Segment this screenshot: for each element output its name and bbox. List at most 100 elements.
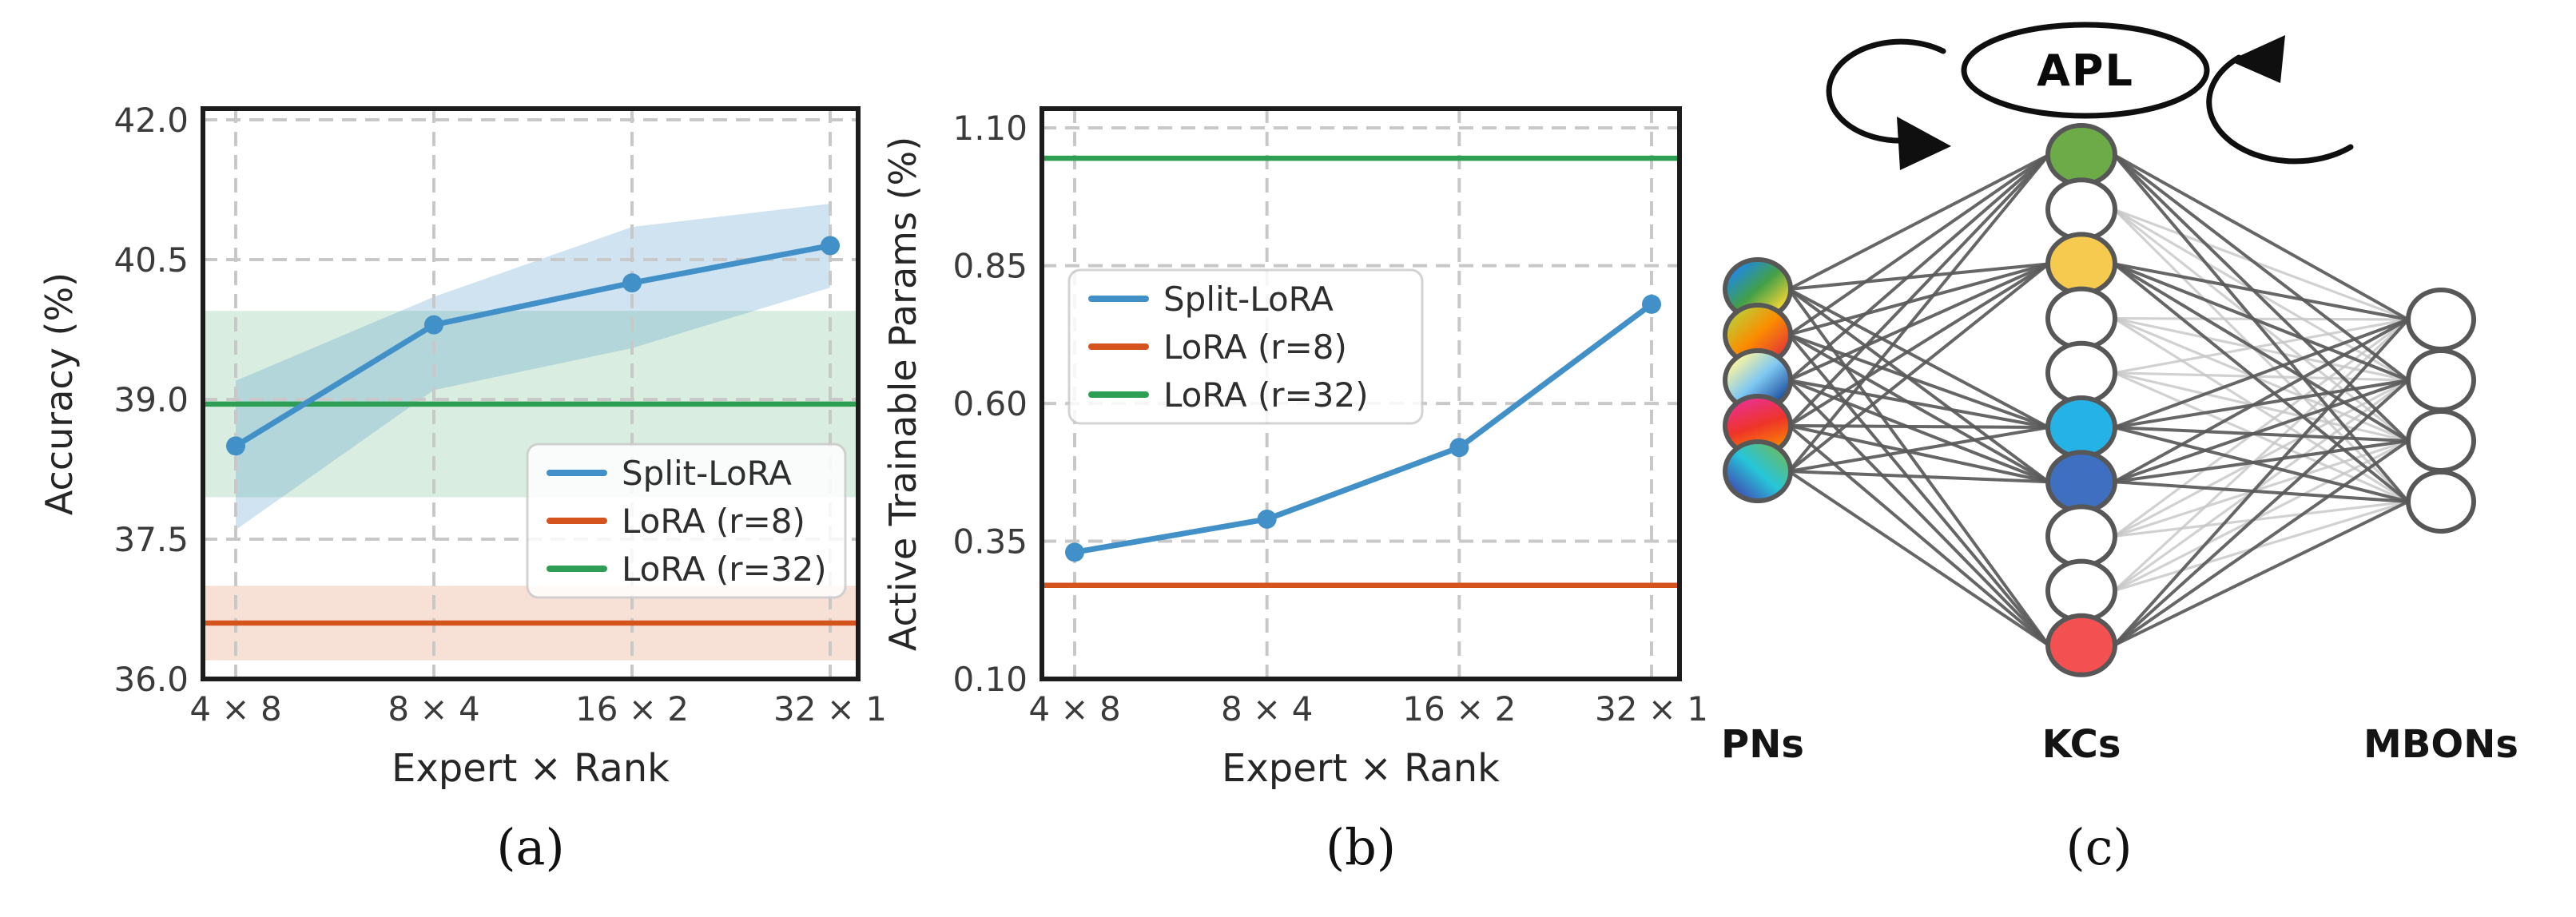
legend-label: LoRA (r=8)	[622, 502, 805, 541]
network-nodes	[1723, 123, 2476, 677]
legend-box	[526, 443, 847, 599]
pns-label: PNs	[1721, 722, 1804, 767]
edge-KC-MBON	[2113, 379, 2410, 647]
apl-ellipse	[1961, 22, 2210, 119]
edge-whiteKC-MBON	[2113, 439, 2409, 593]
xtick-label: 4 × 8	[1028, 689, 1120, 728]
edge-PN-KC	[1788, 153, 2049, 291]
panel-c-mushroom-body-diagram: APL PNs KCs MBONs (c)	[1721, 22, 2518, 876]
edge-whiteKC-MBON	[2113, 317, 2409, 503]
edge-whiteKC-MBON	[2113, 318, 2409, 375]
mbon-node	[2406, 288, 2476, 351]
kc-node	[2045, 613, 2117, 677]
edge-KC-MBON	[2113, 439, 2410, 647]
ytick-label: 36.0	[113, 660, 189, 699]
ytick-label: 40.5	[113, 240, 189, 280]
edge-KC-MBON	[2113, 318, 2409, 429]
band-Split-LoRA	[236, 204, 830, 530]
edge-PN-KC	[1788, 262, 2049, 382]
edge-KC-MBON	[2113, 379, 2409, 484]
edge-whiteKC-MBON	[2113, 208, 2409, 382]
edge-KC-MBON	[2113, 153, 2409, 321]
ytick-label: 0.85	[952, 247, 1028, 286]
edge-whiteKC-MBON	[2113, 317, 2409, 382]
ytick-label: 0.35	[952, 522, 1028, 562]
apl-label: APL	[2037, 46, 2134, 96]
marker-Split-LoRA	[1257, 509, 1277, 529]
panel-b-xaxis-label: Expert × Rank	[1222, 746, 1500, 791]
edge-PN-KC	[1788, 470, 2049, 484]
marker-Split-LoRA	[424, 315, 443, 335]
edge-PN-KC	[1787, 153, 2050, 336]
edge-whiteKC-MBON	[2113, 208, 2409, 321]
ytick-label: 0.10	[952, 660, 1028, 699]
edge-whiteKC-MBON	[2113, 318, 2410, 592]
edge-PN-KC	[1788, 426, 2049, 473]
xtick-label: 4 × 8	[189, 689, 281, 728]
edge-PN-KC	[1787, 470, 2050, 647]
line-Split-LoRA	[1071, 301, 1655, 555]
feedback-arrow-left-icon	[1826, 38, 1951, 170]
marker-Split-LoRA	[622, 273, 642, 293]
ytick-label: 37.5	[113, 520, 189, 559]
edge-PN-KC	[1787, 424, 2050, 647]
edge-whiteKC-MBON	[2113, 379, 2409, 538]
legend-box	[1067, 268, 1424, 425]
kc-node	[2045, 504, 2117, 569]
xtick-label: 8 × 4	[388, 689, 479, 728]
edge-KC-MBON	[2113, 262, 2410, 503]
edge-KC-MBON	[2113, 480, 2409, 503]
edge-whiteKC-MBON	[2113, 317, 2409, 321]
panel-b-yaxis-label: Active Trainable Params (%)	[881, 137, 924, 651]
kc-node	[2045, 286, 2117, 351]
edge-whiteKC-MBON	[2113, 371, 2409, 443]
edge-PN-KC	[1787, 262, 2050, 427]
plot-frame	[1040, 106, 1682, 681]
kc-node	[2045, 395, 2117, 459]
edge-KC-MBON	[2113, 426, 2409, 503]
xtick-label: 32 × 1	[1595, 689, 1708, 728]
edge-KC-MBON	[2113, 318, 2409, 483]
panel-b-caption: (b)	[1326, 818, 1396, 876]
kc-node	[2045, 558, 2117, 623]
edge-PN-KC	[1787, 153, 2050, 427]
edge-KC-MBON	[2113, 439, 2409, 484]
xtick-label: 32 × 1	[773, 689, 887, 728]
kcs-label: KCs	[2042, 722, 2121, 767]
mbon-node	[2406, 348, 2476, 412]
pn-node	[1723, 439, 1793, 503]
edge-PN-KC	[1787, 262, 2050, 473]
panel-a-xaxis-label: Expert × Rank	[392, 746, 670, 791]
edge-PN-KC	[1788, 262, 2049, 336]
marker-Split-LoRA	[1642, 294, 1661, 314]
mbon-node	[2406, 470, 2476, 534]
plot-frame	[201, 106, 861, 681]
network-edges	[1787, 153, 2410, 647]
edge-whiteKC-MBON	[2113, 371, 2409, 382]
legend-label: Split-LoRA	[1163, 280, 1334, 319]
edge-PN-KC	[1787, 379, 2050, 647]
edge-KC-MBON	[2113, 262, 2409, 321]
edge-PN-KC	[1788, 262, 2049, 291]
edge-KC-MBON	[2113, 318, 2410, 647]
edge-KC-MBON	[2113, 262, 2409, 382]
edge-whiteKC-MBON	[2113, 500, 2409, 593]
ytick-label: 42.0	[113, 101, 189, 140]
edge-PN-KC	[1788, 424, 2049, 429]
edge-PN-KC	[1788, 379, 2049, 429]
edge-PN-KC	[1788, 288, 2049, 429]
edge-KC-MBON	[2113, 153, 2410, 503]
mbon-node	[2406, 409, 2476, 473]
edge-PN-KC	[1787, 153, 2050, 473]
edge-whiteKC-MBON	[2113, 439, 2409, 538]
ytick-label: 0.60	[952, 384, 1028, 423]
kc-node	[2045, 177, 2117, 242]
marker-Split-LoRA	[1449, 438, 1469, 458]
legend-label: LoRA (r=32)	[1163, 375, 1369, 415]
edge-KC-MBON	[2113, 153, 2410, 382]
kc-node	[2045, 450, 2117, 514]
panel-a-accuracy-chart: 36.0 37.5 39.0 40.5 42.0 4 × 8 8 × 4 16 × 2 32 ×…	[113, 101, 887, 728]
legend-label: Split-LoRA	[622, 454, 792, 493]
feedback-arrow-right-icon	[2206, 35, 2354, 165]
edge-whiteKC-MBON	[2113, 379, 2409, 592]
